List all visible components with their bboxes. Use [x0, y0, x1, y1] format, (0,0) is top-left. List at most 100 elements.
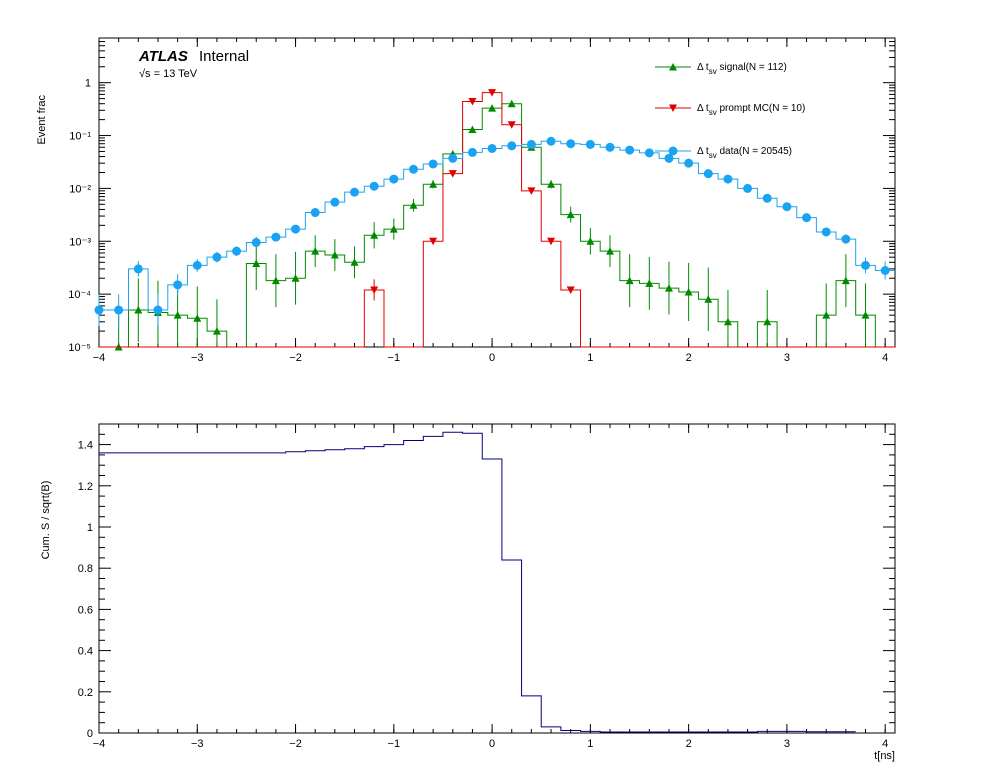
y-tick-label: 10⁻²: [69, 183, 91, 195]
internal-label: Internal: [199, 48, 249, 65]
series-2-point: [330, 197, 340, 207]
series-0-point: [134, 306, 143, 314]
series-2-point: [802, 213, 812, 223]
series-1-point: [507, 121, 516, 129]
series-2-point: [684, 158, 694, 168]
series-0-point: [625, 276, 634, 285]
x-tick-label: −2: [289, 352, 302, 364]
y-tick-label: 1: [87, 522, 93, 534]
x-tick-label: −4: [93, 738, 106, 750]
series-2-point: [605, 142, 615, 152]
series-2-point: [762, 193, 772, 203]
series-2-point: [271, 232, 281, 242]
series-2-point: [467, 147, 477, 157]
top-y-axis-label: Event frac: [36, 95, 48, 145]
series-2-point: [389, 174, 399, 184]
legend-marker: [669, 63, 677, 71]
series-0-point: [193, 314, 202, 322]
y-tick-label: 0: [87, 728, 93, 740]
series-0-point: [212, 327, 221, 335]
y-tick-label: 0.6: [78, 604, 93, 616]
series-1-histogram-line: [99, 92, 895, 348]
series-0-point: [664, 284, 673, 292]
series-0-point: [291, 274, 300, 282]
series-1-point: [566, 286, 575, 294]
series-2-point: [703, 169, 713, 179]
series-0-point: [723, 317, 732, 326]
series-2-point: [821, 227, 831, 237]
y-tick-label: 10⁻⁴: [68, 289, 91, 301]
series-2-point: [723, 174, 733, 184]
series-2-point: [861, 260, 871, 270]
y-tick-label: 0.2: [78, 687, 93, 699]
series-2-point: [546, 136, 556, 146]
series-2-point: [743, 183, 753, 193]
legend-label: Δ tsv prompt MC(N = 10): [697, 103, 805, 117]
atlas-logo-text: ATLAS: [138, 48, 188, 65]
series-1-point: [527, 187, 536, 195]
series-2-point: [644, 148, 654, 158]
series-1-point: [488, 89, 497, 97]
series-2-point: [251, 237, 261, 247]
series-2-point: [291, 224, 301, 234]
x-tick-label: −1: [388, 352, 401, 364]
x-tick-label: 1: [587, 738, 593, 750]
x-tick-label: 4: [882, 738, 888, 750]
series-0-point: [841, 276, 850, 285]
series-2-point: [782, 202, 792, 212]
energy-label: √s = 13 TeV: [139, 68, 198, 80]
series-0-point: [507, 99, 516, 108]
legend: Δ tsv signal(N = 112) Δ tsv prompt MC(N =…: [655, 62, 805, 160]
series-2-point: [232, 246, 242, 256]
series-2-point: [408, 164, 418, 174]
legend-label: Δ tsv data(N = 20545): [697, 146, 792, 160]
series-2-point: [310, 208, 320, 218]
y-tick-label: 1: [85, 78, 91, 90]
x-tick-label: 3: [784, 738, 790, 750]
cumulative-significance-line: [99, 431, 856, 733]
series-0-point: [173, 311, 182, 319]
series-0-point: [586, 237, 595, 245]
y-tick-label: 1.2: [78, 481, 93, 493]
x-tick-label: 2: [686, 352, 692, 364]
top-series-group: [94, 89, 895, 351]
series-2-point: [664, 153, 674, 163]
y-tick-label: 10⁻¹: [69, 131, 91, 143]
series-0-point: [409, 201, 418, 209]
series-1-point: [448, 170, 457, 178]
x-tick-label: 0: [489, 352, 495, 364]
series-2-point: [566, 139, 576, 149]
series-2-point: [448, 153, 458, 163]
x-tick-label: −3: [191, 738, 204, 750]
series-2-point: [114, 305, 124, 315]
y-tick-label: 10⁻⁵: [68, 342, 91, 354]
bottom-series-group: [99, 431, 856, 733]
x-tick-label: −1: [388, 738, 401, 750]
series-1-point: [370, 286, 379, 294]
series-0-histogram-line: [99, 103, 895, 348]
bottom-y-axis-label: Cum. S / sqrt(B): [40, 481, 52, 560]
series-0-point: [252, 259, 261, 267]
series-0-point: [311, 247, 320, 255]
series-0-point: [468, 125, 477, 134]
series-2-point: [133, 264, 143, 274]
series-0-point: [429, 180, 438, 188]
series-0-point: [330, 250, 339, 259]
x-tick-label: 1: [587, 352, 593, 364]
series-1-point: [547, 237, 556, 246]
series-2-point: [369, 181, 379, 191]
series-0-point: [822, 311, 831, 319]
legend-marker: [669, 104, 677, 112]
x-tick-label: 4: [882, 352, 888, 364]
series-0-point: [271, 276, 280, 285]
series-2-histogram-line: [99, 140, 895, 311]
series-2-point: [585, 139, 595, 149]
legend-marker: [668, 146, 678, 156]
series-2-point: [192, 260, 202, 270]
bottom-x-axis-label: t[ns]: [874, 750, 895, 762]
x-tick-label: 2: [686, 738, 692, 750]
x-tick-label: −2: [289, 738, 302, 750]
x-tick-label: −3: [191, 352, 204, 364]
y-tick-label: 1.4: [78, 440, 93, 452]
series-0-point: [547, 180, 556, 188]
